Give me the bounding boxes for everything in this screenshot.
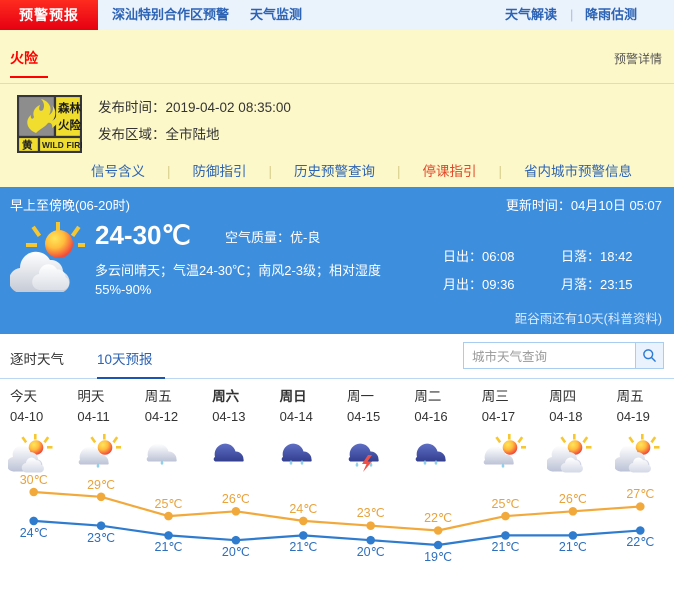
- svg-text:WILD FIRE: WILD FIRE: [42, 140, 82, 150]
- svg-text:森林: 森林: [58, 101, 81, 115]
- svg-text:黄: 黄: [22, 139, 33, 152]
- svg-text:火险: 火险: [58, 118, 81, 132]
